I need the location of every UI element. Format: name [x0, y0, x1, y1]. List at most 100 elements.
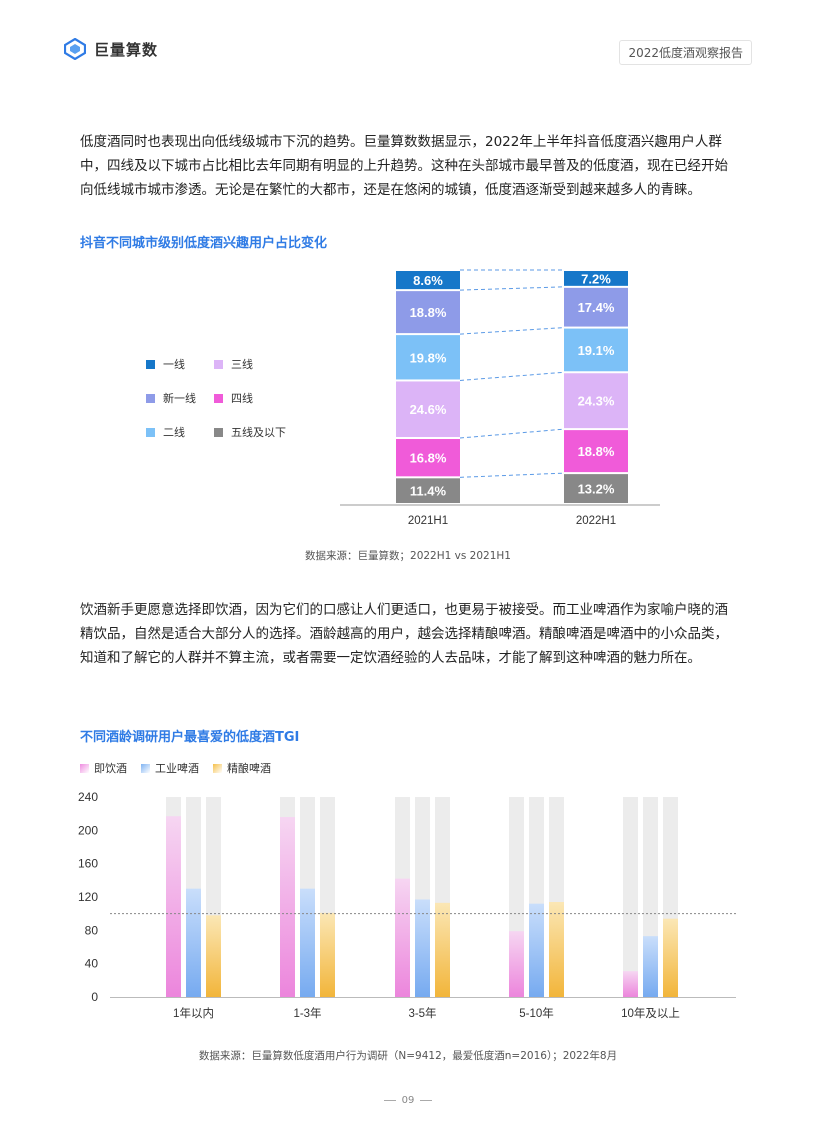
- chart1-source: 数据来源：巨量算数；2022H1 vs 2021H1: [305, 550, 511, 562]
- chart1-legend-item: 新一线: [146, 390, 214, 406]
- bar: [280, 817, 295, 997]
- bar: [663, 918, 678, 997]
- bar: [509, 931, 524, 997]
- y-tick-label: 160: [78, 857, 98, 871]
- bar: [623, 971, 638, 997]
- y-tick-label: 240: [78, 790, 98, 804]
- page-number-text: 09: [401, 1095, 415, 1106]
- bar: [166, 816, 181, 997]
- legend-swatch: [214, 393, 223, 403]
- chart1-legend-item: 四线: [214, 390, 304, 406]
- bar-segment: [564, 287, 628, 327]
- bar: [643, 936, 658, 997]
- category-label: 3-5年: [408, 1006, 436, 1020]
- bar-value-label: 18.8%: [410, 305, 447, 320]
- logo-text: 巨量算数: [94, 40, 159, 59]
- header-logo: 巨量算数: [64, 38, 158, 60]
- category-label: 5-10年: [519, 1006, 554, 1020]
- bar-segment: [396, 478, 460, 503]
- connector-line: [459, 472, 565, 478]
- logo-icon: [64, 38, 86, 60]
- bar: [529, 903, 544, 997]
- connector-line: [459, 286, 565, 291]
- category-label: 1年以内: [173, 1006, 214, 1020]
- chart2-grouped-bar: 0 40 80 120 160 200 240 1年以内 1-3年 3-5年 5-10年 10年及以上: [78, 790, 736, 1020]
- legend-label: 四线: [231, 392, 253, 405]
- bar-value-label: 11.4%: [410, 484, 447, 499]
- bar-value-label: 24.3%: [578, 394, 615, 409]
- legend-label: 二线: [163, 426, 185, 439]
- bar-segment: [564, 328, 628, 372]
- legend-swatch: [146, 427, 155, 437]
- paragraph-2: 饮酒新手更愿意选择即饮酒，因为它们的口感让人们更适口，也更易于被接受。而工业啤酒…: [80, 602, 728, 666]
- bar-value-label: 7.2%: [581, 271, 611, 286]
- legend-swatch: [146, 393, 155, 403]
- bar: [395, 878, 410, 997]
- chart1-legend-item: 五线及以下: [214, 424, 304, 440]
- bar: [435, 902, 450, 997]
- legend-label: 工业啤酒: [155, 762, 199, 775]
- bar-value-label: 8.6%: [413, 273, 443, 288]
- y-tick-label: 0: [91, 990, 98, 1004]
- legend-swatch: [214, 427, 223, 437]
- chart2-source: 数据来源：巨量算数低度酒用户行为调研（N=9412，最爱低度酒n=2016）；2…: [198, 1050, 618, 1062]
- bar-segment: [564, 373, 628, 429]
- y-tick-label: 80: [85, 923, 99, 937]
- bar-value-label: 17.4%: [578, 300, 615, 315]
- bar-value-label: 13.2%: [578, 482, 615, 497]
- chart2-legend-item: 即饮酒: [80, 760, 127, 776]
- chart2-legend-item: 精酿啤酒: [213, 760, 271, 776]
- bar-segment: [564, 474, 628, 503]
- bar-background: [623, 797, 638, 997]
- bar-segment: [396, 271, 460, 290]
- chart1-legend: 一线 三线新一线 四线二线 五线及以下: [146, 356, 336, 440]
- category-label: 2021H1: [408, 515, 448, 527]
- chart2-title: 不同酒龄调研用户最喜爱的低度酒TGI: [80, 730, 300, 745]
- bar-value-label: 16.8%: [410, 451, 447, 466]
- bar-value-label: 24.6%: [410, 402, 447, 417]
- chart1-stacked-bar: 11.4% 16.8% 24.6% 19.8% 18.8% 8.6% 2021H1 13.2%…: [340, 269, 660, 527]
- y-tick-label: 200: [78, 823, 98, 837]
- connector-line: [459, 371, 565, 381]
- bar-segment: [396, 291, 460, 334]
- connector-line: [459, 327, 565, 335]
- y-tick-label: 120: [78, 890, 98, 904]
- y-tick-label: 40: [85, 957, 99, 971]
- category-label: 2022H1: [576, 515, 616, 527]
- bar: [320, 912, 335, 997]
- chart1-title: 抖音不同城市级别低度酒兴趣用户占比变化: [80, 236, 328, 251]
- legend-swatch: [80, 763, 89, 773]
- legend-label: 新一线: [163, 392, 196, 405]
- bar-value-label: 18.8%: [578, 444, 615, 459]
- bar: [186, 888, 201, 997]
- bar: [415, 899, 430, 997]
- chart1-legend-item: 三线: [214, 356, 304, 372]
- legend-label: 即饮酒: [94, 762, 127, 775]
- chart1-legend-item: 一线: [146, 356, 214, 372]
- category-label: 1-3年: [293, 1006, 321, 1020]
- bar-segment: [564, 271, 628, 286]
- bar-segment: [396, 335, 460, 380]
- bar: [300, 888, 315, 997]
- chart2-legend: 即饮酒 工业啤酒 精酿啤酒: [80, 760, 271, 776]
- legend-swatch: [213, 763, 222, 773]
- legend-swatch: [146, 359, 155, 369]
- bar: [206, 915, 221, 997]
- legend-label: 五线及以下: [231, 426, 286, 439]
- bar-segment: [396, 439, 460, 477]
- page-number: 09: [0, 1095, 816, 1106]
- bar-value-label: 19.1%: [578, 343, 615, 358]
- bar-value-label: 19.8%: [410, 350, 447, 365]
- category-label: 10年及以上: [621, 1006, 680, 1020]
- legend-label: 精酿啤酒: [227, 762, 271, 775]
- legend-swatch: [141, 763, 150, 773]
- bar-segment: [396, 381, 460, 438]
- legend-swatch: [214, 359, 223, 369]
- legend-label: 三线: [231, 358, 253, 371]
- connector-line: [459, 428, 565, 439]
- legend-label: 一线: [163, 358, 185, 371]
- bar: [549, 902, 564, 997]
- bar-segment: [564, 430, 628, 473]
- report-title: 2022低度酒观察报告: [619, 40, 752, 65]
- paragraph-1: 低度酒同时也表现出向低线级城市下沉的趋势。巨量算数数据显示，2022年上半年抖音…: [80, 134, 728, 198]
